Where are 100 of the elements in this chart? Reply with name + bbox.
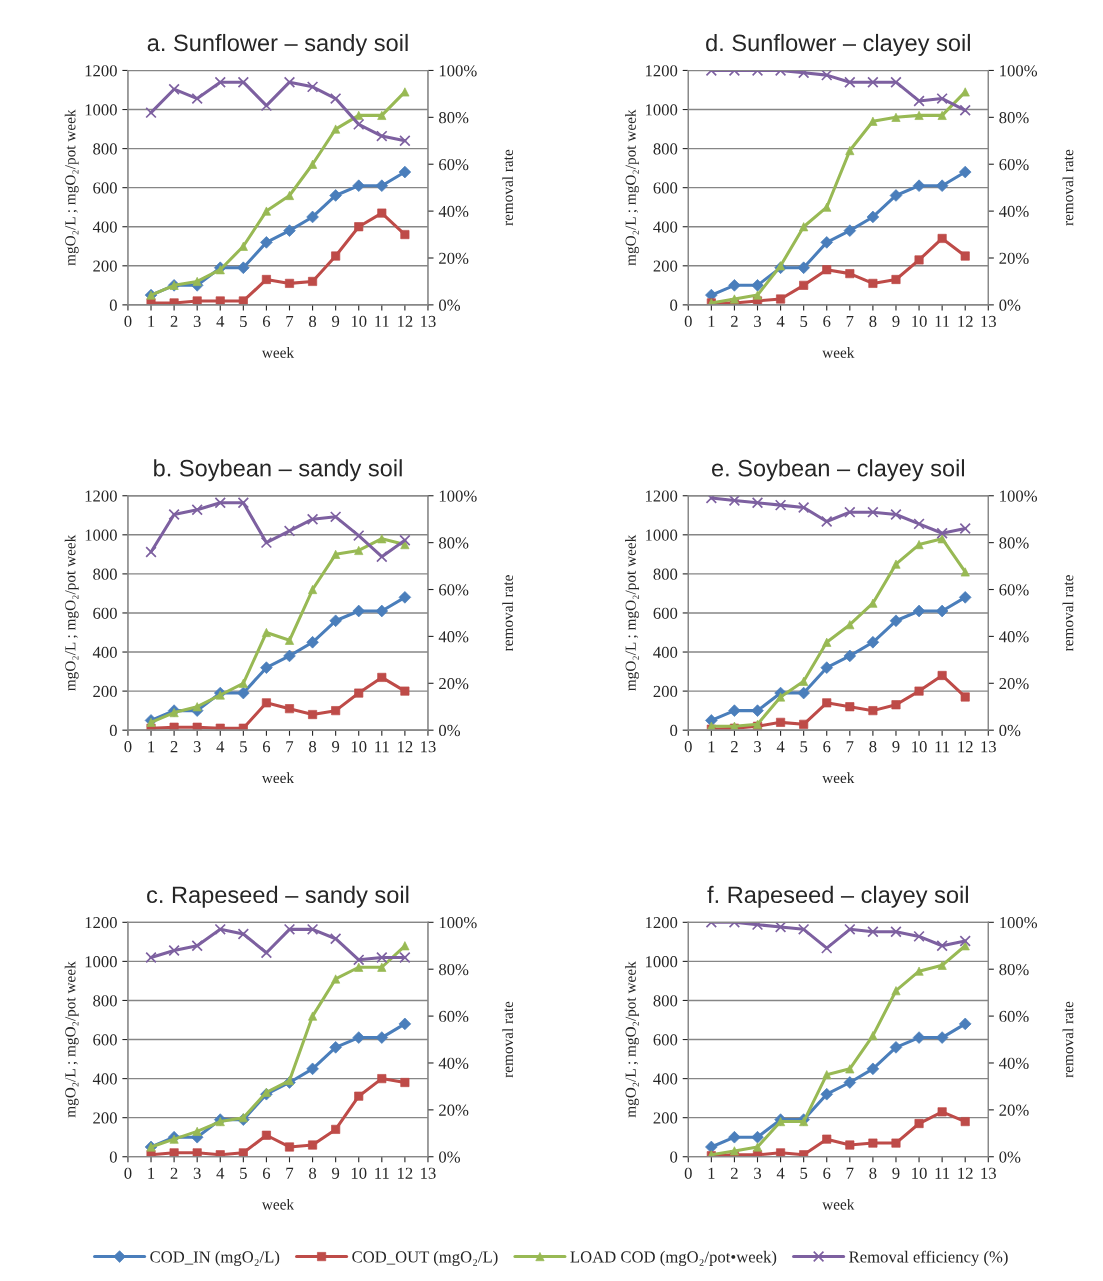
y2-tick-label: 0% [439,1151,461,1163]
y2-tick-label: 60% [439,584,469,596]
y2-tick-label: 20% [999,252,1029,264]
x-tick-label: 0 [124,315,132,328]
y-tick-label: 0 [670,724,678,737]
y2-axis-title: removal rate [502,149,514,226]
chart-title: b. Soybean – sandy soil [154,459,402,482]
x-tick-label: 13 [981,741,996,753]
x-tick-label: 9 [332,315,340,328]
x-tick-label: 12 [398,741,413,753]
y-tick-label: 800 [93,568,117,580]
y-tick-label: 200 [653,1112,678,1124]
x-tick-label: 11 [935,741,950,753]
x-tick-label: 4 [216,315,225,327]
legend-label: COD_IN (mgO₂/L) [150,1250,280,1266]
y2-tick-label: 20% [999,677,1029,690]
x-tick-label: 11 [935,315,950,327]
y2-axis-title: removal rate [1062,149,1074,226]
y-axis-title: mgO₂/L ; mgO₂/pot week [64,961,79,1118]
y-axis-title: mgO₂/L ; mgO₂/pot week [64,109,79,266]
x-tick-label: 8 [309,1167,317,1179]
y-tick-label: 600 [653,607,678,619]
x-tick-label: 2 [170,741,178,753]
chart-title: d. Sunflower – clayey soil [706,33,970,56]
y-tick-label: 1200 [85,917,117,929]
x-tick-label: 0 [684,741,692,753]
y2-tick-label: 20% [999,1104,1029,1116]
y-tick-label: 600 [93,1034,117,1046]
x-tick-label: 5 [240,1167,247,1179]
y-tick-label: 600 [653,1034,678,1046]
y-tick-label: 400 [92,646,117,658]
chart-title: c. Rapeseed – sandy soil [147,885,409,908]
legend-label: Removal efficiency (%) [849,1250,1008,1266]
x-tick-label: 6 [823,1167,831,1179]
x-tick-label: 3 [754,1167,762,1179]
x-tick-label: 10 [912,741,927,753]
x-tick-label: 4 [776,1167,785,1179]
y2-tick-label: 0% [999,299,1021,311]
y2-tick-label: 80% [999,112,1029,124]
x-tick-label: 2 [730,741,738,753]
x-tick-label: 9 [892,315,900,328]
y2-tick-label: 100% [1000,490,1038,502]
x-tick-label: 10 [351,1167,367,1179]
y2-tick-label: 80% [999,963,1029,976]
y2-tick-label: 40% [999,631,1029,643]
x-axis-title: week [822,1198,855,1210]
x-tick-label: 3 [754,315,762,328]
y-tick-label: 800 [653,568,678,580]
y-tick-label: 0 [670,1151,678,1163]
y-tick-label: 400 [653,1073,678,1085]
y2-tick-label: 60% [999,1010,1029,1023]
x-tick-label: 4 [216,741,225,753]
x-tick-label: 9 [332,741,340,753]
x-tick-label: 10 [912,315,927,328]
x-tick-label: 5 [800,1167,808,1179]
y2-tick-label: 60% [999,158,1029,171]
x-tick-label: 5 [800,315,808,328]
x-tick-label: 6 [823,741,831,753]
y-tick-label: 1000 [645,529,678,541]
x-tick-label: 3 [193,1167,201,1179]
y2-tick-label: 100% [439,65,477,77]
y-tick-label: 800 [93,143,117,155]
y-tick-label: 600 [93,607,117,619]
x-tick-label: 2 [730,1167,738,1179]
x-tick-label: 5 [800,741,808,753]
y2-tick-label: 40% [438,1057,469,1069]
chart-title: f. Rapeseed – clayey soil [707,885,968,908]
y-tick-label: 200 [653,685,678,698]
y2-tick-label: 40% [999,1057,1029,1069]
x-tick-label: 12 [398,1167,413,1179]
y2-tick-label: 40% [438,205,469,218]
x-tick-label: 4 [776,741,785,753]
x-tick-label: 7 [286,1167,294,1179]
y2-tick-label: 100% [439,490,477,502]
x-tick-label: 12 [958,741,973,753]
y2-tick-label: 0% [439,299,461,311]
x-tick-label: 9 [332,1167,340,1179]
y-tick-label: 800 [653,995,678,1007]
x-tick-label: 12 [398,315,413,327]
y2-tick-label: 20% [439,1104,469,1116]
y-tick-label: 0 [670,299,678,311]
x-tick-label: 11 [375,1167,389,1179]
y-axis-title: mgO₂/L ; mgO₂/pot week [625,534,639,691]
y-tick-label: 200 [653,260,678,272]
x-tick-label: 6 [262,1167,271,1179]
y-tick-label: 1200 [645,917,678,929]
x-tick-label: 13 [421,315,436,328]
x-tick-label: 12 [958,315,973,327]
y-tick-label: 1000 [85,529,117,541]
y-tick-label: 1200 [645,65,678,77]
x-tick-label: 0 [684,315,692,328]
x-tick-label: 1 [148,315,155,327]
y-tick-label: 800 [93,995,117,1007]
y-tick-label: 200 [93,1112,117,1124]
x-tick-label: 3 [754,741,762,753]
x-axis-title: week [822,347,855,358]
y2-axis-title: removal rate [1062,575,1074,652]
y2-tick-label: 40% [438,631,469,643]
x-tick-label: 2 [170,1167,178,1179]
x-tick-label: 9 [892,1167,900,1179]
